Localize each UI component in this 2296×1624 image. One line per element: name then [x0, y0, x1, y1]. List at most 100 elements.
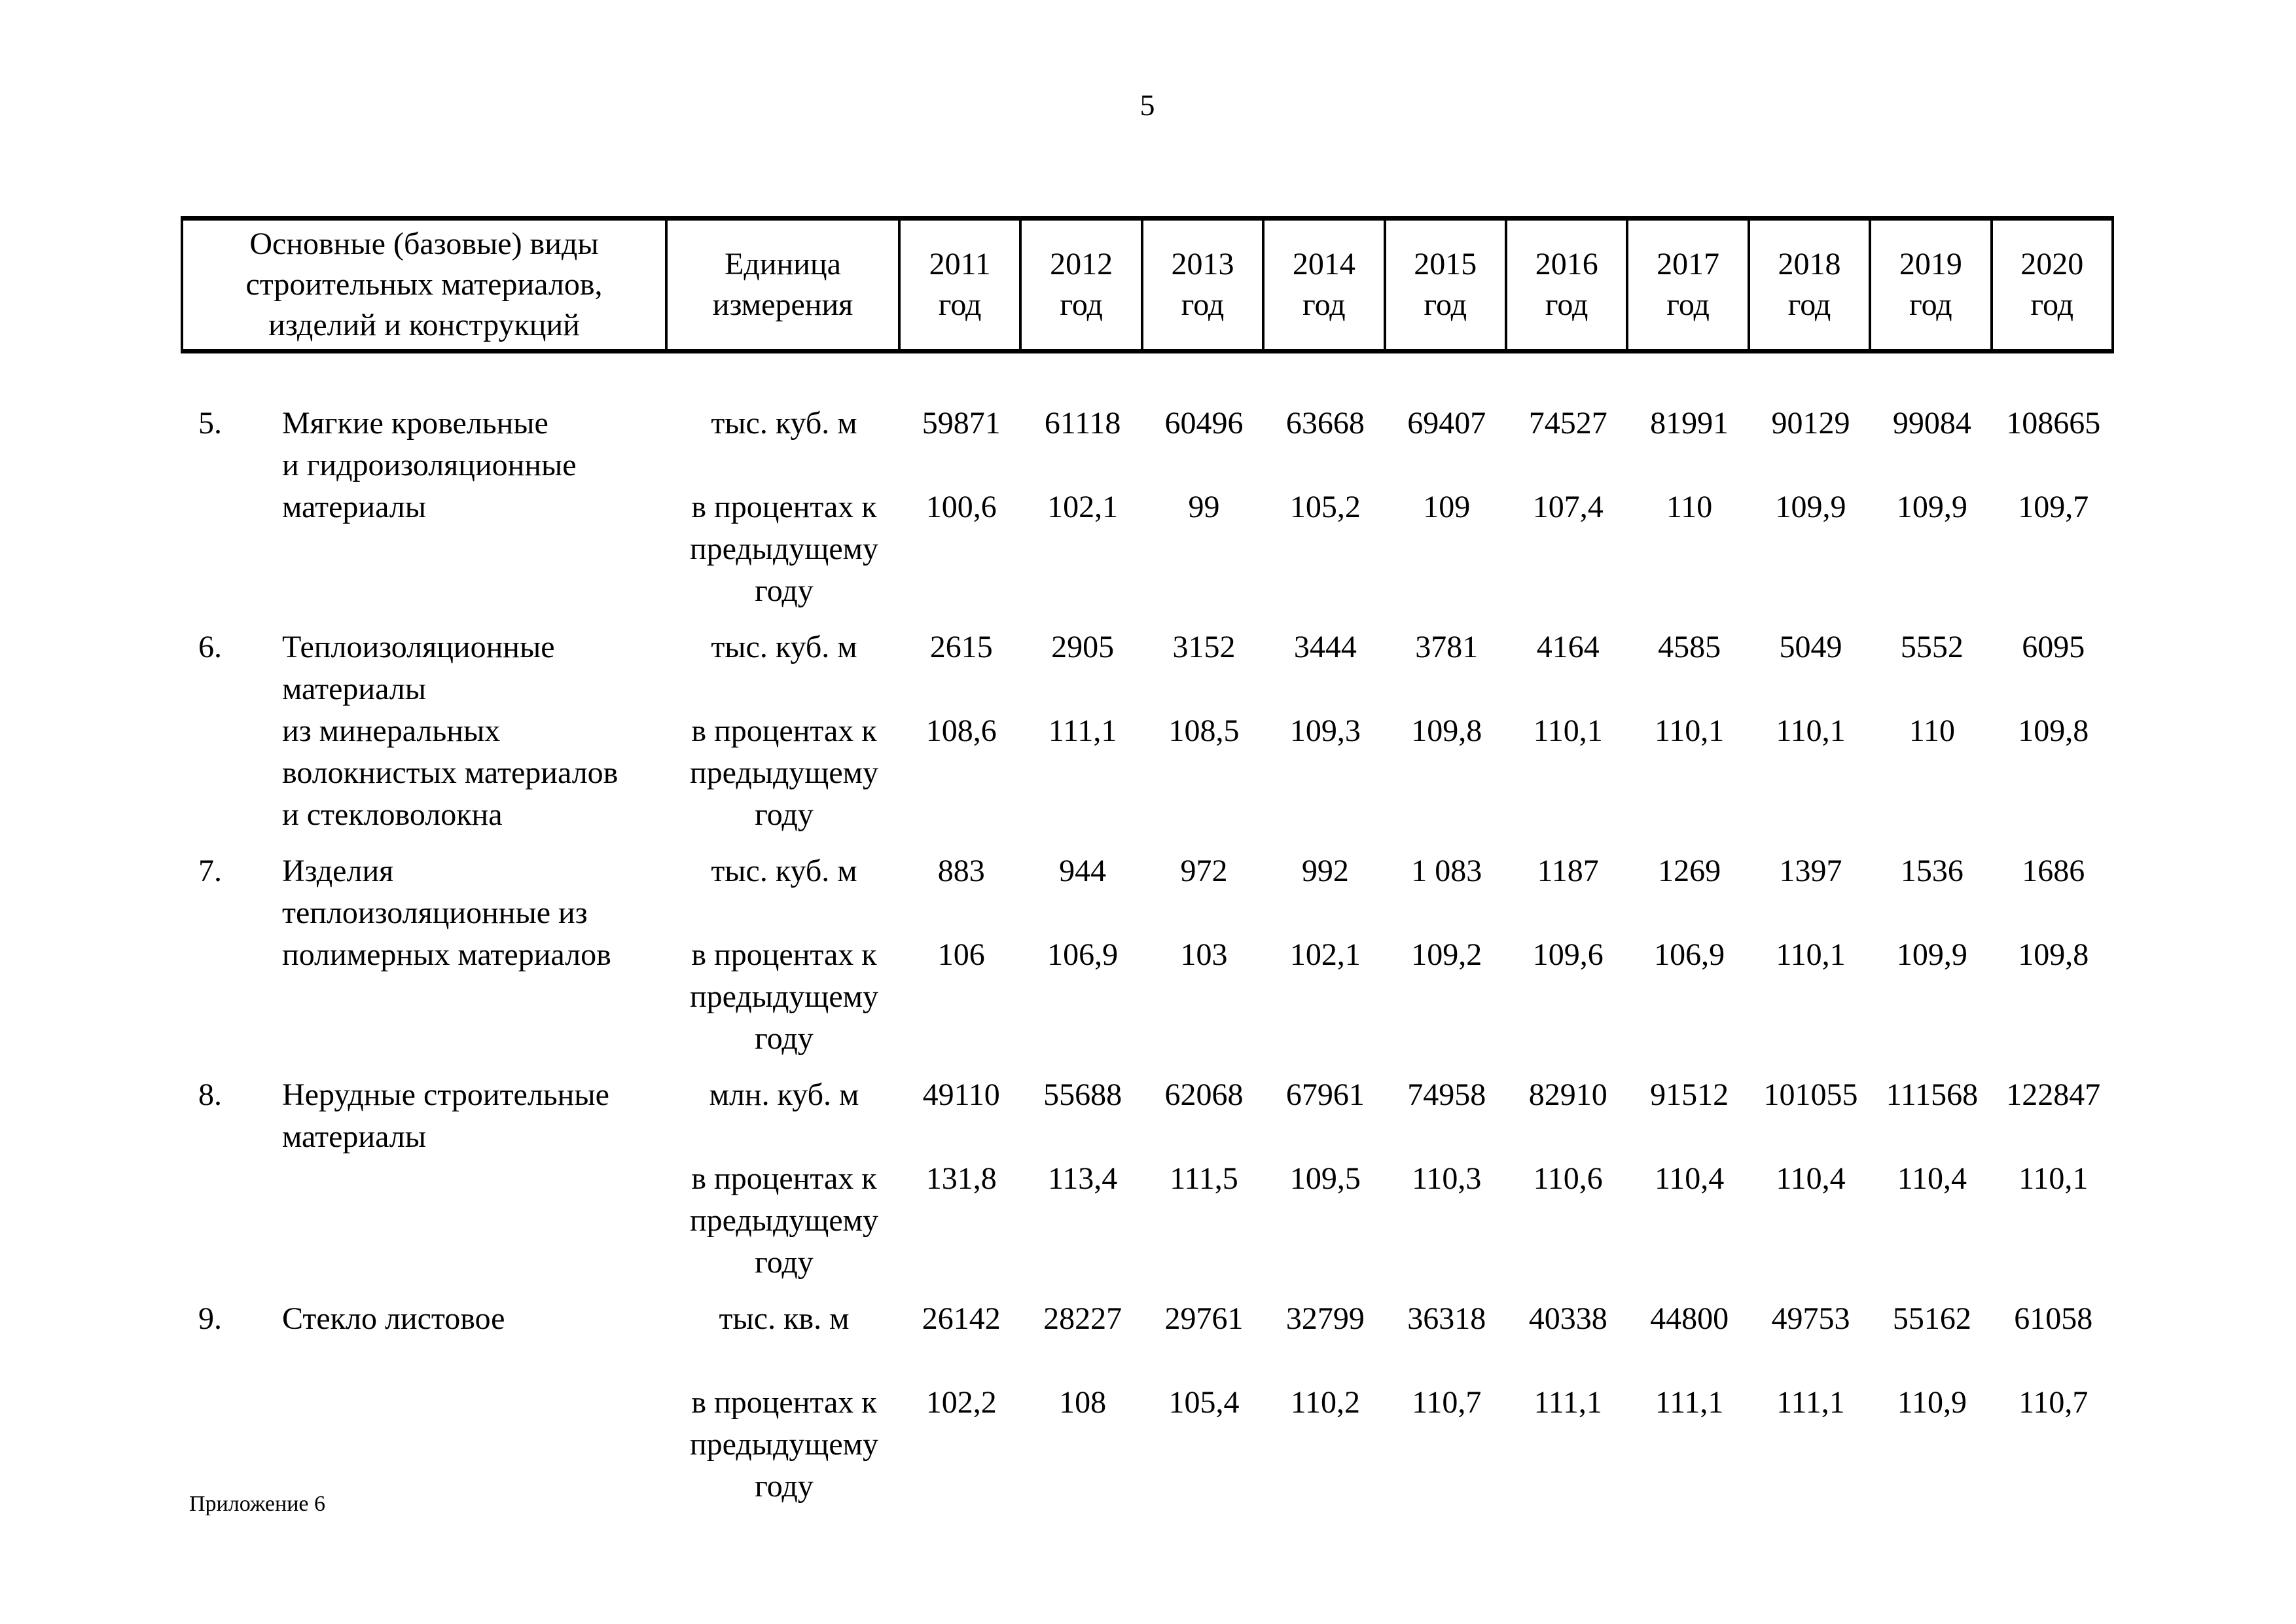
value: 55162: [1892, 1301, 1971, 1336]
year-cell: 6095 109,8: [1993, 626, 2114, 850]
row-unit-cell: тыс. кв. м в процентах к предыдущему год…: [668, 1298, 901, 1522]
header-year-2016: 2016 год: [1507, 221, 1629, 349]
value: 4164: [1536, 630, 1600, 664]
year-cell: 69407 109: [1386, 403, 1507, 626]
header-unit: Единица измерения: [668, 221, 901, 349]
table-body: 5. Мягкие кровельные и гидроизоляционные…: [181, 353, 2114, 1522]
year-cell: 4164 110,1: [1507, 626, 1628, 850]
percent-value: 110,9: [1897, 1385, 1967, 1420]
year-cell: 55688 113,4: [1022, 1074, 1143, 1298]
value: 61058: [2014, 1301, 2093, 1336]
percent-value: 110,7: [1412, 1385, 1482, 1420]
year-cell: 44800 111,1: [1628, 1298, 1749, 1522]
percent-value: 110,1: [2018, 1161, 2089, 1196]
header-year-2013: 2013 год: [1143, 221, 1265, 349]
year-cell: 883 106: [901, 850, 1022, 1074]
row-unit-cell: млн. куб. м в процентах к предыдущему го…: [668, 1074, 901, 1298]
percent-value: 109,9: [1896, 490, 1967, 524]
unit-label: тыс. куб. м: [711, 406, 857, 441]
unit-label: тыс. кв. м: [719, 1301, 850, 1336]
percent-value: 110,4: [1776, 1161, 1846, 1196]
row-name: Изделия теплоизоляционные из полимерных …: [282, 854, 611, 972]
percent-value: 102,1: [1047, 490, 1119, 524]
percent-value: 110,7: [2018, 1385, 2089, 1420]
year-cell: 5049 110,1: [1750, 626, 1871, 850]
table-row-9: 9. Стекло листовое тыс. кв. м в процента…: [181, 1298, 2114, 1522]
table-row-6: 6. Теплоизоляционные материалы из минера…: [181, 626, 2114, 850]
table-header-row: Основные (базовые) виды строительных мат…: [181, 216, 2114, 353]
value: 992: [1301, 854, 1349, 888]
value: 91512: [1650, 1077, 1729, 1112]
percent-label: в процентах к предыдущему году: [689, 713, 879, 832]
percent-value: 110,1: [1776, 713, 1846, 748]
year-cell: 1397 110,1: [1750, 850, 1871, 1074]
percent-value: 105,2: [1289, 490, 1361, 524]
row-unit-cell: тыс. куб. м в процентах к предыдущему го…: [668, 403, 901, 626]
value: 49753: [1771, 1301, 1850, 1336]
year-cell: 49753 111,1: [1750, 1298, 1871, 1522]
year-cell: 61058 110,7: [1993, 1298, 2114, 1522]
value: 4585: [1658, 630, 1721, 664]
row-label-cell: 7. Изделия теплоизоляционные из полимерн…: [181, 850, 668, 1074]
year-cell: 61118 102,1: [1022, 403, 1143, 626]
percent-label: в процентах к предыдущему году: [689, 937, 879, 1056]
value: 74527: [1528, 406, 1607, 441]
percent-value: 109,9: [1896, 937, 1967, 972]
year-cell: 67961 109,5: [1265, 1074, 1386, 1298]
value: 28227: [1043, 1301, 1122, 1336]
year-cell: 40338 111,1: [1507, 1298, 1628, 1522]
row-label-cell: 5. Мягкие кровельные и гидроизоляционные…: [181, 403, 668, 626]
value: 6095: [2022, 630, 2085, 664]
percent-value: 108,5: [1168, 713, 1240, 748]
header-year-2018: 2018 год: [1750, 221, 1872, 349]
header-year-2020: 2020 год: [1993, 221, 2114, 349]
year-cell: 1 083 109,2: [1386, 850, 1507, 1074]
value: 29761: [1164, 1301, 1244, 1336]
percent-value: 111,5: [1170, 1161, 1238, 1196]
percent-value: 103: [1180, 937, 1228, 972]
year-cell: 3152 108,5: [1143, 626, 1265, 850]
year-cell: 28227 108: [1022, 1298, 1143, 1522]
value: 49110: [922, 1077, 1000, 1112]
value: 111568: [1886, 1077, 1979, 1112]
value: 2615: [929, 630, 993, 664]
unit-label: тыс. куб. м: [711, 630, 857, 664]
value: 36318: [1407, 1301, 1486, 1336]
percent-value: 109: [1423, 490, 1471, 524]
year-cell: 992 102,1: [1265, 850, 1386, 1074]
year-cell: 2615 108,6: [901, 626, 1022, 850]
year-cell: 26142 102,2: [901, 1298, 1022, 1522]
year-cell: 3444 109,3: [1265, 626, 1386, 850]
percent-value: 131,8: [925, 1161, 997, 1196]
value: 32799: [1285, 1301, 1365, 1336]
year-cell: 60496 99: [1143, 403, 1265, 626]
percent-value: 102,2: [925, 1385, 997, 1420]
value: 63668: [1285, 406, 1365, 441]
header-year-2014: 2014 год: [1265, 221, 1386, 349]
value: 101055: [1763, 1077, 1858, 1112]
row-label-cell: 9. Стекло листовое: [181, 1298, 668, 1522]
year-cell: 55162 110,9: [1871, 1298, 1992, 1522]
year-cell: 74958 110,3: [1386, 1074, 1507, 1298]
percent-value: 110: [1909, 713, 1955, 748]
row-label-cell: 8. Нерудные строительные материалы: [181, 1074, 668, 1298]
percent-value: 111,1: [1048, 713, 1117, 748]
percent-value: 111,1: [1534, 1385, 1602, 1420]
year-cell: 4585 110,1: [1628, 626, 1749, 850]
percent-value: 110,1: [1533, 713, 1603, 748]
year-cell: 5552 110: [1871, 626, 1992, 850]
value: 44800: [1650, 1301, 1729, 1336]
unit-label: тыс. куб. м: [711, 854, 857, 888]
row-name: Стекло листовое: [282, 1301, 505, 1336]
value: 1686: [2022, 854, 2085, 888]
percent-value: 109,8: [2018, 713, 2089, 748]
year-cell: 122847 110,1: [1993, 1074, 2114, 1298]
value: 40338: [1528, 1301, 1607, 1336]
value: 26142: [922, 1301, 1001, 1336]
value: 1269: [1658, 854, 1721, 888]
year-cell: 49110 131,8: [901, 1074, 1022, 1298]
percent-label: в процентах к предыдущему году: [689, 1385, 879, 1504]
percent-value: 111,1: [1655, 1385, 1724, 1420]
value: 122847: [2006, 1077, 2101, 1112]
value: 2905: [1051, 630, 1115, 664]
